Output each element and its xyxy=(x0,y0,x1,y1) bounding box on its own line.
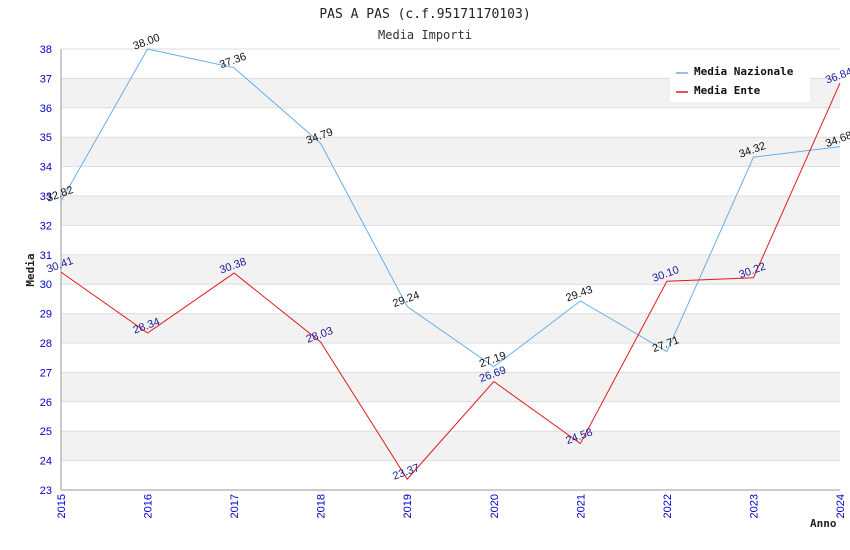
series-lines xyxy=(60,48,841,480)
x-axis-ticks: 2015 2016 2017 2018 2019 2020 2021 2022 2023 2024 xyxy=(56,494,847,518)
y-tick-label: 33 xyxy=(40,191,52,203)
y-tick-label: 38 xyxy=(40,44,52,56)
y-tick-label: 27 xyxy=(40,367,52,379)
y-tick-label: 32 xyxy=(40,220,52,232)
y-tick-label: 35 xyxy=(40,132,52,144)
grid-band xyxy=(61,166,840,196)
x-tick-label: 2017 xyxy=(229,494,241,518)
y-tick-label: 24 xyxy=(40,456,52,468)
x-tick-label: 2022 xyxy=(662,494,674,518)
x-axis-title: Anno xyxy=(810,517,837,530)
y-tick-label: 30 xyxy=(40,279,52,291)
y-axis-title: Media xyxy=(24,253,37,286)
grid-bands xyxy=(61,48,840,491)
x-tick-label: 2016 xyxy=(143,494,155,518)
grid-band xyxy=(61,107,840,138)
y-tick-label: 31 xyxy=(40,250,52,262)
y-tick-label: 37 xyxy=(40,73,52,85)
y-tick-label: 36 xyxy=(40,103,52,115)
y-tick-label: 34 xyxy=(40,162,52,174)
x-tick-label: 2020 xyxy=(489,494,501,518)
chart-subtitle: Media Importi xyxy=(378,28,472,42)
grid-band xyxy=(61,460,840,490)
y-axis-ticks: 23 24 25 26 27 28 29 30 31 32 33 34 35 36 37 38 xyxy=(40,44,52,497)
grid-band xyxy=(61,313,840,343)
y-tick-label: 28 xyxy=(40,338,52,350)
y-tick-label: 25 xyxy=(40,426,52,438)
legend-label-media-ente: Media Ente xyxy=(694,84,761,97)
y-tick-label: 23 xyxy=(40,485,52,497)
legend: Media Nazionale Media Ente xyxy=(670,62,810,102)
x-tick-label: 2018 xyxy=(316,494,328,518)
x-tick-label: 2024 xyxy=(835,494,847,518)
grid-band xyxy=(61,254,840,285)
grid-band xyxy=(61,284,840,314)
grid-band xyxy=(61,196,840,226)
x-tick-label: 2015 xyxy=(56,494,68,518)
legend-box xyxy=(670,62,810,102)
grid-band xyxy=(61,431,840,461)
x-tick-label: 2021 xyxy=(575,494,587,518)
grid-band xyxy=(61,225,840,255)
y-tick-label: 29 xyxy=(40,309,52,321)
y-tick-label: 26 xyxy=(40,397,52,409)
series-line-media-ente xyxy=(60,82,841,480)
series-line-media-nazionale xyxy=(60,48,841,368)
grid-band xyxy=(61,372,840,402)
x-tick-label: 2023 xyxy=(748,494,760,518)
grid-band xyxy=(61,137,840,167)
x-tick-label: 2019 xyxy=(402,494,414,518)
legend-label-media-nazionale: Media Nazionale xyxy=(694,65,794,78)
grid-band xyxy=(61,343,840,373)
chart-title: PAS A PAS (c.f.95171170103) xyxy=(319,7,530,22)
grid-band xyxy=(61,401,840,432)
